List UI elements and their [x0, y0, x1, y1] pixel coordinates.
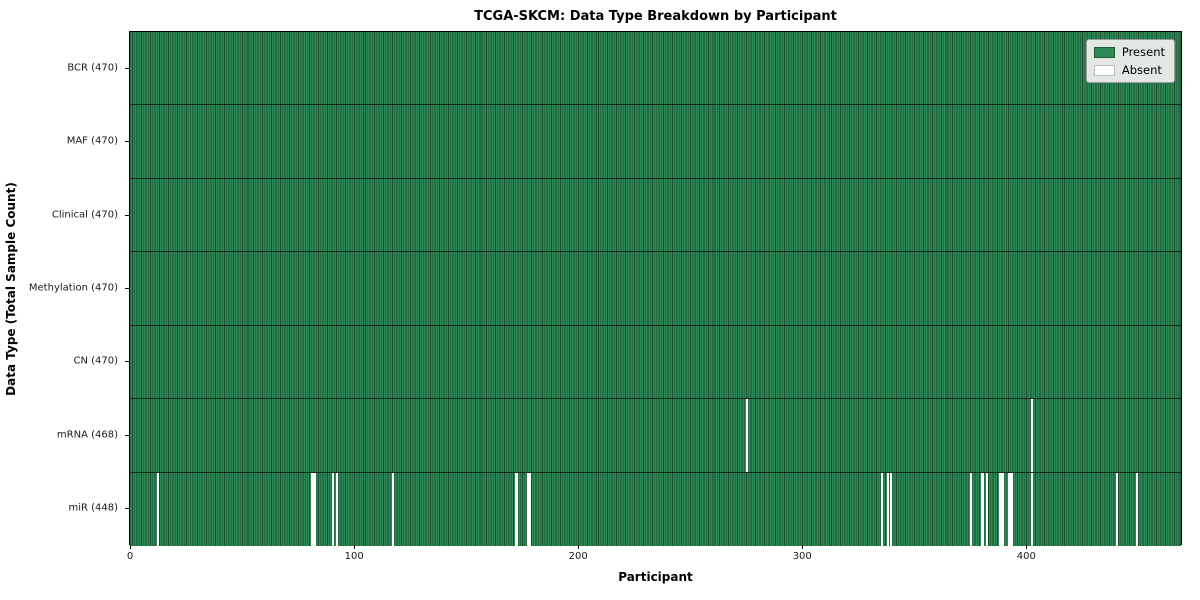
y-tick-mark — [125, 67, 129, 69]
absent-stripe — [311, 472, 314, 546]
absent-stripe — [1115, 472, 1119, 546]
x-axis-label: Participant — [618, 570, 693, 584]
x-tick-mark — [1026, 545, 1028, 549]
x-tick-mark — [578, 545, 580, 549]
absent-stripe — [526, 472, 529, 546]
absent-stripe — [528, 472, 532, 546]
absent-stripe — [970, 472, 973, 546]
y-tick-mark — [125, 361, 129, 363]
absent-stripe — [1030, 399, 1033, 472]
y-tick-label-miR: miR (448) — [68, 502, 118, 514]
absent-stripe — [1135, 472, 1139, 546]
y-tick-mark — [125, 434, 129, 436]
y-tick-label-MAF: MAF (470) — [66, 135, 118, 147]
absent-stripe — [1008, 472, 1011, 546]
y-tick-label-Methylation: Methylation (470) — [28, 282, 118, 294]
absent-stripe — [313, 472, 316, 546]
absent-stripe — [1010, 472, 1013, 546]
x-tick-label-300: 300 — [792, 551, 812, 562]
data-type-row-BCR — [130, 32, 1181, 106]
y-tick-mark — [125, 508, 129, 510]
x-tick-mark — [802, 545, 804, 549]
absent-stripe — [331, 472, 334, 546]
present-swatch-icon — [1093, 46, 1115, 58]
data-type-row-CN — [130, 325, 1181, 400]
data-type-row-mRNA — [130, 399, 1181, 473]
absent-stripe — [336, 472, 339, 546]
data-type-row-MAF — [130, 105, 1181, 179]
absent-stripe — [156, 472, 160, 546]
data-type-row-miR — [130, 472, 1181, 546]
absent-stripe — [887, 472, 890, 546]
y-axis-label: Data Type (Total Sample Count) — [4, 182, 18, 396]
data-type-row-Clinical — [130, 178, 1181, 253]
y-tick-label-Clinical: Clinical (470) — [51, 209, 118, 221]
data-type-row-Methylation — [130, 252, 1181, 326]
x-tick-label-200: 200 — [568, 551, 588, 562]
absent-stripe — [981, 472, 984, 546]
absent-stripe — [515, 472, 518, 546]
y-tick-label-mRNA: mRNA (468) — [56, 429, 118, 441]
y-tick-label-BCR: BCR (470) — [67, 62, 118, 74]
chart-title: TCGA-SKCM: Data Type Breakdown by Partic… — [474, 9, 837, 24]
legend-entry-absent: Absent — [1093, 63, 1165, 77]
absent-stripe — [880, 472, 883, 546]
absent-stripe — [985, 472, 989, 546]
y-tick-label-CN: CN (470) — [73, 355, 118, 367]
y-tick-mark — [125, 141, 129, 143]
y-tick-mark — [125, 214, 129, 216]
x-tick-mark — [354, 545, 356, 549]
x-tick-label-400: 400 — [1016, 551, 1036, 562]
legend-absent-label: Absent — [1121, 63, 1162, 77]
x-tick-mark — [130, 545, 132, 549]
x-tick-label-0: 0 — [126, 551, 134, 562]
legend: Present Absent — [1085, 39, 1175, 83]
absent-stripe — [1001, 472, 1004, 546]
absent-stripe — [1030, 472, 1033, 546]
absent-swatch-icon — [1093, 64, 1115, 76]
absent-stripe — [392, 472, 395, 546]
absent-stripe — [999, 472, 1002, 546]
plot-area — [129, 31, 1182, 546]
absent-stripe — [889, 472, 892, 546]
legend-present-label: Present — [1121, 45, 1165, 59]
y-tick-mark — [125, 288, 129, 289]
absent-stripe — [746, 399, 749, 472]
legend-entry-present: Present — [1093, 45, 1165, 59]
x-tick-label-100: 100 — [344, 551, 364, 562]
